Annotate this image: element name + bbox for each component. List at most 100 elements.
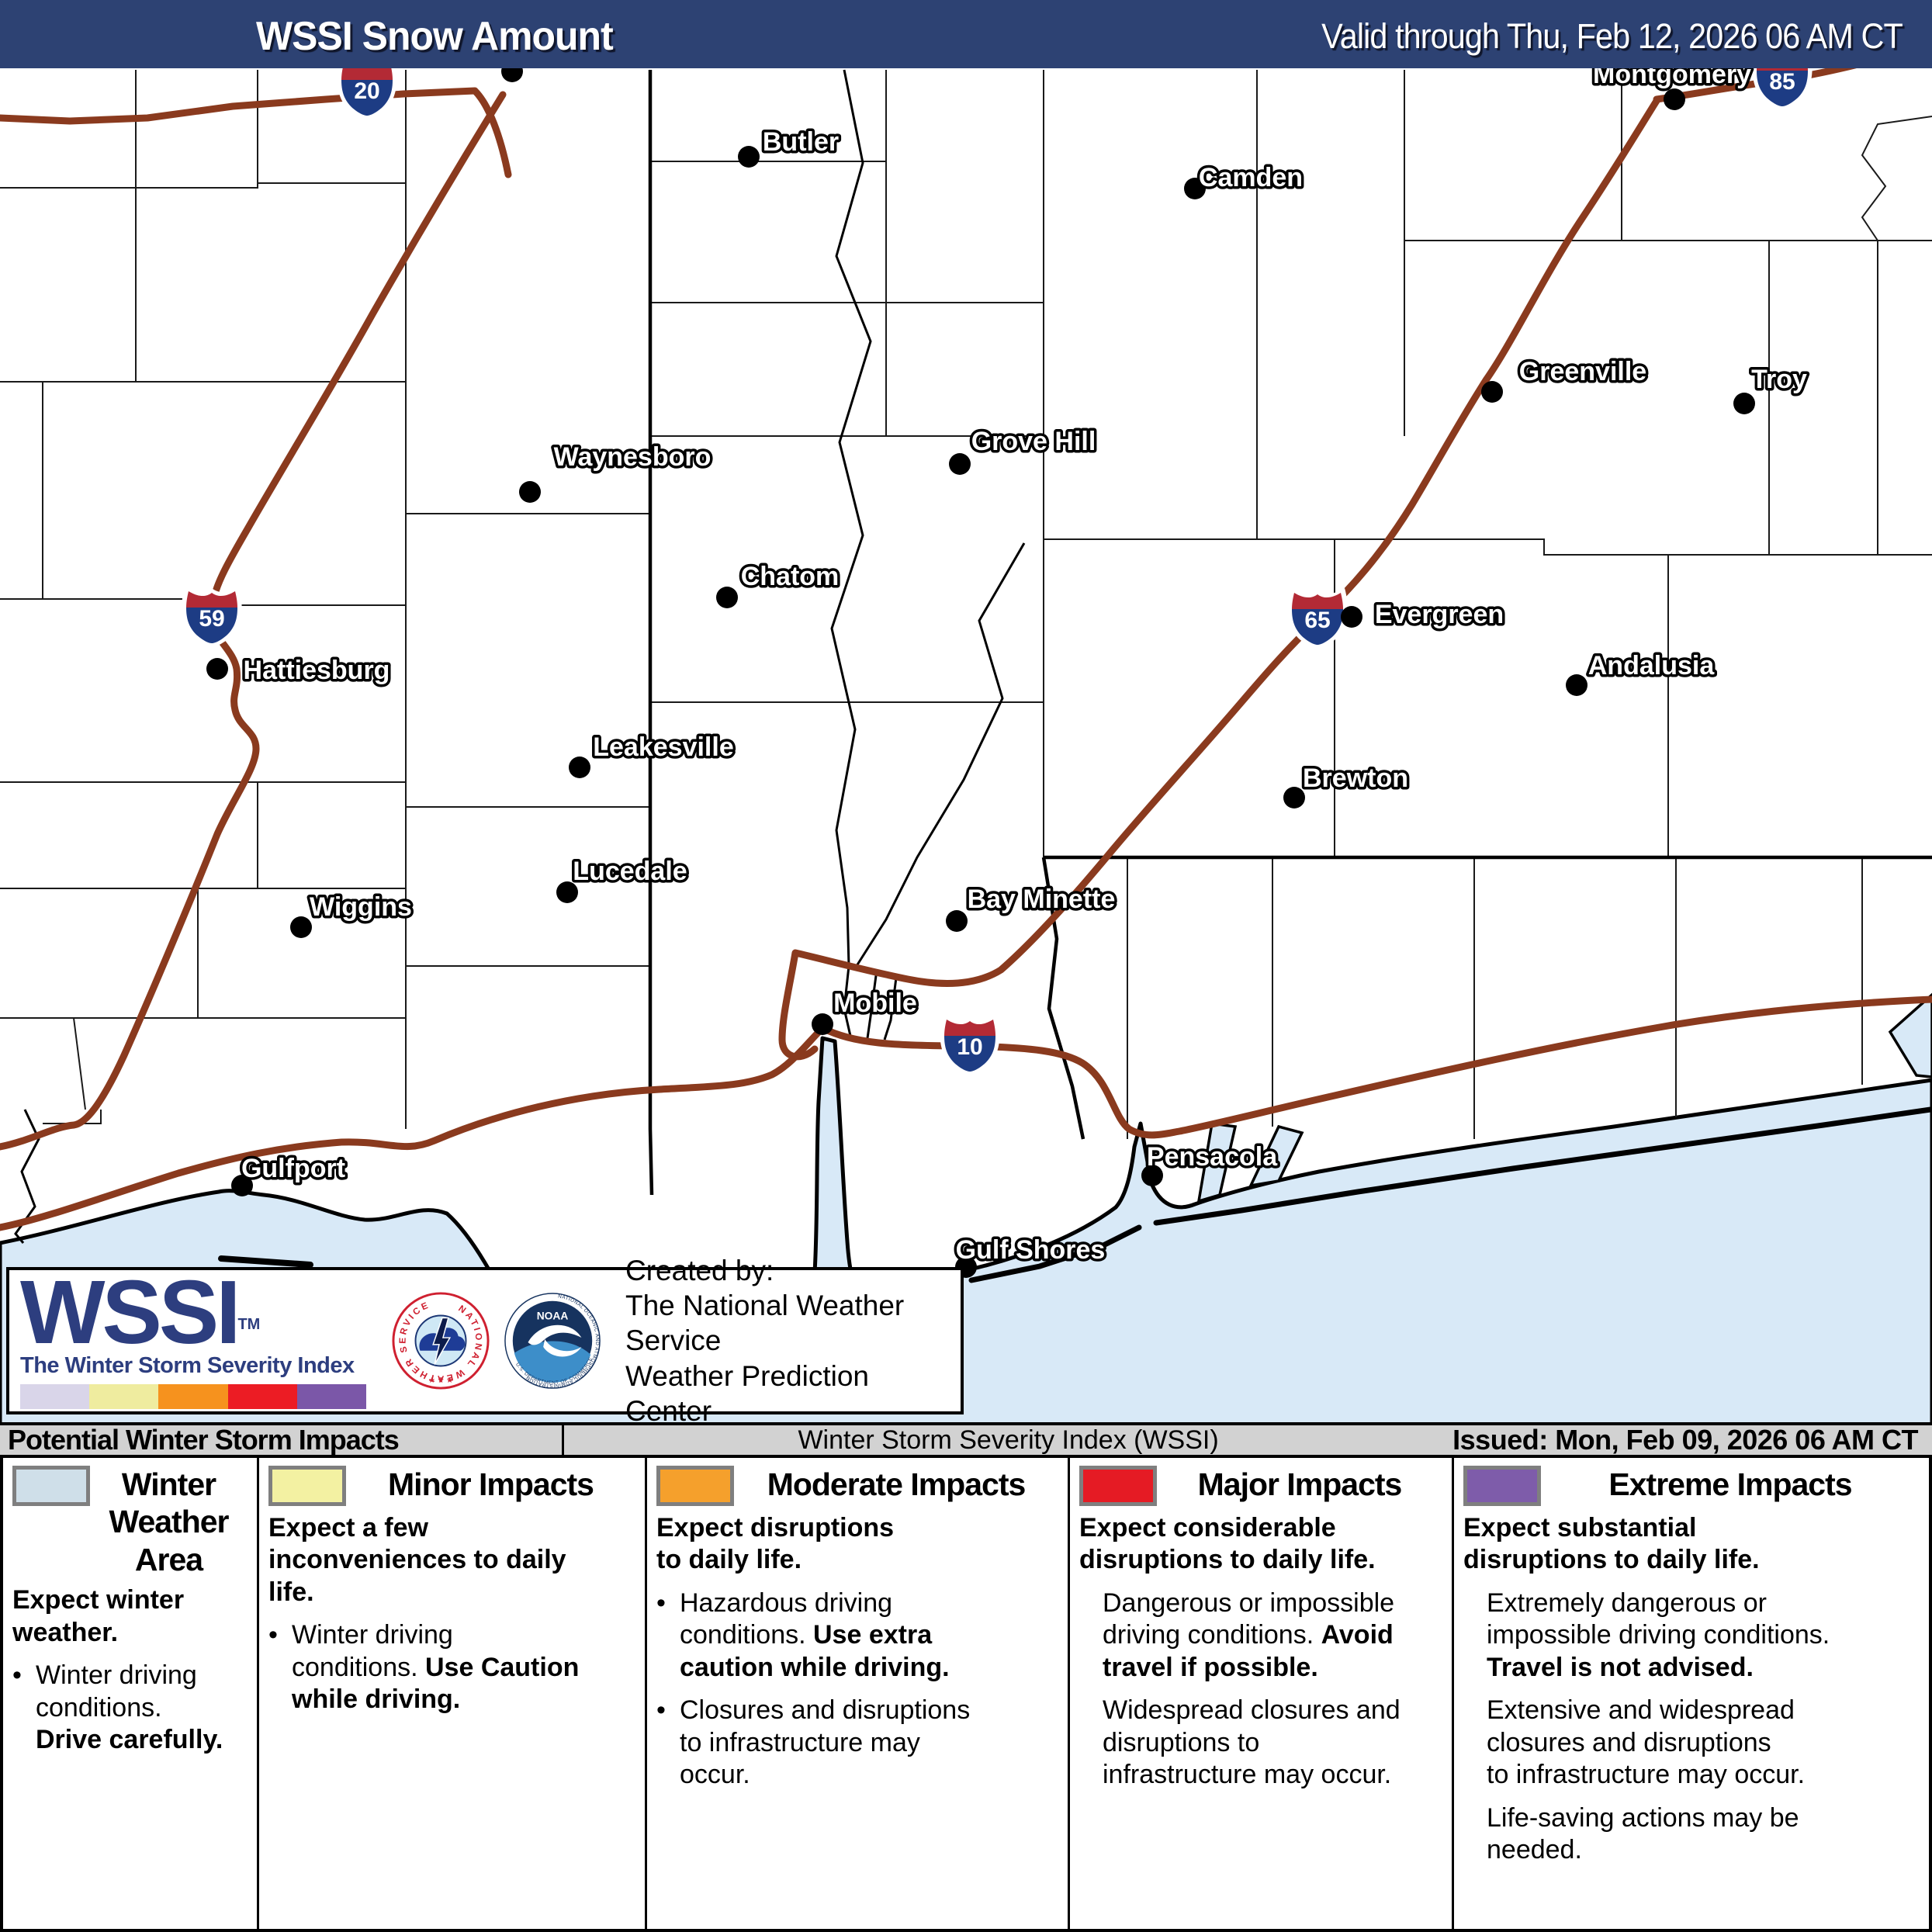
trademark-symbol: TM [237,1315,261,1333]
svg-text:85: 85 [1769,69,1795,95]
city-dot-bay-minette [946,910,968,932]
created-by-line: Created by: [625,1255,774,1287]
city-label-troy: Troy [1751,365,1807,394]
bullet-marker: • [268,1620,278,1650]
city-dot-evergreen [1341,606,1362,628]
city-label-andalusia: Andalusia [1588,651,1716,680]
interstate-10-shield-icon: 10 [940,1015,1000,1075]
road-i10 [819,995,1932,1139]
svg-text:65: 65 [1304,608,1330,633]
city-dot-troy [1733,393,1755,414]
created-by-line: The National Weather Service [625,1290,905,1357]
city-dot-chatom [716,587,738,608]
interstate-shields: 20 85 59 65 10 [182,50,1813,1075]
east-bay-water [1248,1124,1304,1188]
legend-col-extreme-impacts: Extreme Impacts Expect substantial disru… [1454,1458,1929,1929]
city-label-wiggins: Wiggins [310,892,412,922]
svg-text:10: 10 [957,1034,982,1060]
escambia-bay-water [1196,1122,1238,1203]
state-boundaries [648,70,1932,1196]
city-dot-gulfport [231,1175,253,1196]
city-label-gulfport: Gulfport [241,1154,345,1183]
legend-paragraph: • Hazardous driving conditions. Use extra… [656,1587,1058,1684]
city-dot-camden [1184,178,1206,199]
legend-paragraph: • Closures and disruptions to infrastruct… [656,1695,1058,1791]
interstate-20-shield-icon: 20 [337,59,397,119]
legend-paragraph: Expect substantial disruptions to daily … [1463,1513,1760,1575]
wssi-strip-swatch [158,1384,228,1410]
legend-col-winter-weather-area: Winter Weather Area Expect winter weather.… [3,1458,259,1929]
city-label-mobile: Mobile [833,989,917,1018]
road-i59 [0,91,507,1151]
city-label-bay-minette: Bay Minette [968,885,1116,914]
svg-text:20: 20 [354,78,379,104]
wssi-wordmark: WSSITM [20,1261,261,1362]
indent-spacer [1463,1587,1487,1684]
wssi-strip-swatch [227,1384,297,1410]
city-label-grove-hill: Grove Hill [971,427,1096,456]
potential-impacts-label: Potential Winter Storm Impacts [0,1424,564,1456]
minor-impacts-swatch [268,1466,346,1506]
agency-seals: NATIONAL WEATHER SERVICE ★ ★ ★ NOAA [391,1291,602,1390]
interstate-59-shield-icon: 59 [182,587,242,647]
svg-text:59: 59 [199,606,224,632]
page-title: WSSI Snow Amount [256,14,614,59]
wssi-tagline: The Winter Storm Severity Index [20,1353,355,1379]
city-dot-mobile [812,1013,833,1035]
city-label-evergreen: Evergreen [1375,600,1504,629]
bullet-marker: • [656,1587,666,1618]
nws-seal-icon: NATIONAL WEATHER SERVICE ★ ★ ★ [392,1292,490,1390]
info-bar: Potential Winter Storm Impacts Winter St… [0,1422,1932,1458]
bullet-marker: • [656,1695,666,1726]
created-by-line: Weather Prediction Center [625,1359,869,1427]
city-label-leakesville: Leakesville [593,732,733,762]
city-label-greenville: Greenville [1519,357,1646,386]
road-us90-coastal [0,1024,826,1231]
indent-spacer [1079,1695,1103,1791]
city-label-lucedale: Lucedale [573,857,687,886]
wssi-strip-swatch [296,1384,367,1410]
city-label-gulf-shores: Gulf Shores [956,1235,1106,1265]
header-bar: WSSI Snow Amount Valid through Thu, Feb … [0,0,1932,68]
legend-paragraph: • Winter driving conditions. Use Caution … [268,1619,635,1716]
legend-col-minor-impacts: Minor Impacts Expect a few inconvenience… [259,1458,647,1929]
noaa-seal-icon: NOAA NATIONAL OCEANIC AND ATMOSPHERIC AD… [504,1293,601,1389]
legend-col-title: Major Impacts [1197,1466,1403,1502]
legend-col-moderate-impacts: Moderate Impacts Expect disruptions to d… [647,1458,1070,1929]
indent-spacer [1463,1695,1487,1791]
city-dot-andalusia [1566,674,1587,696]
rivers [14,69,1026,1244]
wssi-logo-box: WSSITM The Winter Storm Severity Index N… [6,1255,964,1427]
legend-col-title: Extreme Impacts [1608,1466,1852,1502]
legend-paragraph: Extremely dangerous or impossible drivin… [1463,1587,1920,1684]
city-dot-greenville [1481,381,1503,403]
valid-through-text: Valid through Thu, Feb 12, 2026 06 AM CT [1321,16,1903,56]
issued-timestamp: Issued: Mon, Feb 09, 2026 06 AM CT [1452,1424,1918,1456]
city-dot-leakesville [569,757,590,778]
legend-paragraph: Life-saving actions may be needed. [1463,1802,1920,1867]
city-label-hattiesburg: Hattiesburg [244,656,390,685]
legend-paragraph: Expect a few inconveniences to daily lif… [268,1513,566,1607]
wssi-color-strip [20,1384,367,1410]
highways-layer [0,44,1932,1231]
created-by-block: Created by: The National Weather Service… [625,1253,950,1428]
svg-text:★ ★ ★: ★ ★ ★ [428,1376,453,1385]
legend-paragraph: Expect considerable disruptions to daily… [1079,1513,1376,1575]
legend-paragraph: • Winter driving conditions. Drive carefu… [12,1660,248,1756]
city-dot-lucedale [556,881,578,903]
legend-col-title: Winter Weather Area [109,1466,229,1577]
city-dot-butler [738,146,760,168]
city-dot-montgomery [1664,88,1685,110]
wssi-strip-swatch [20,1384,90,1410]
wssi-strip-swatch [89,1384,159,1410]
city-label-pensacola: Pensacola [1147,1142,1278,1172]
city-label-camden: Camden [1199,163,1303,192]
legend-paragraph: Expect winter weather. [12,1585,185,1647]
svg-text:NOAA: NOAA [537,1310,569,1321]
wssi-index-label: Winter Storm Severity Index (WSSI) [798,1425,1219,1455]
indent-spacer [1463,1802,1487,1867]
interstate-65-shield-icon: 65 [1287,588,1348,649]
